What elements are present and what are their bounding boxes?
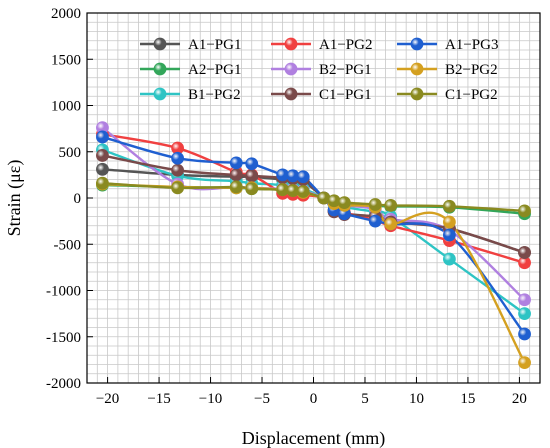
data-point bbox=[384, 217, 398, 231]
legend-swatch-marker bbox=[153, 62, 167, 76]
data-point bbox=[442, 228, 456, 242]
data-point bbox=[96, 130, 109, 144]
legend-item: A1−PG2 bbox=[271, 37, 372, 53]
y-tick-label: 1000 bbox=[51, 99, 81, 115]
data-point bbox=[245, 157, 259, 171]
legend-swatch-marker bbox=[153, 87, 167, 101]
data-point bbox=[518, 356, 531, 370]
data-point bbox=[384, 198, 398, 212]
legend-swatch-marker bbox=[410, 87, 424, 101]
grid bbox=[86, 12, 541, 384]
x-tick-label: −10 bbox=[199, 391, 222, 407]
x-tick-label: 20 bbox=[512, 391, 527, 407]
data-point bbox=[296, 170, 310, 184]
legend-label: A2−PG1 bbox=[188, 62, 241, 78]
data-point bbox=[518, 204, 531, 218]
data-point bbox=[442, 252, 456, 266]
legend-label: A1−PG1 bbox=[188, 37, 241, 53]
legend-swatch-marker bbox=[410, 62, 424, 76]
legend-swatch-marker bbox=[284, 62, 298, 76]
y-axis-title: Strain (με) bbox=[4, 160, 25, 237]
legend-swatch-marker bbox=[410, 37, 424, 51]
x-tick-label: −20 bbox=[96, 391, 119, 407]
legend-item: B2−PG2 bbox=[397, 62, 498, 78]
legend-label: A1−PG2 bbox=[319, 37, 372, 53]
data-point bbox=[171, 181, 185, 195]
data-point bbox=[171, 151, 185, 165]
data-point bbox=[442, 199, 456, 213]
axis-ticks: −20 −15 −10 −5 0 5 10 15 20 -2000 -1500 -1000 -500 0 5… bbox=[46, 6, 527, 407]
data-point bbox=[296, 185, 310, 198]
legend-item: C1−PG2 bbox=[397, 87, 498, 103]
x-axis-title: Displacement (mm) bbox=[242, 428, 385, 448]
data-point bbox=[96, 149, 109, 162]
legend-item: A1−PG3 bbox=[397, 37, 498, 53]
data-point bbox=[245, 169, 259, 183]
data-point bbox=[442, 215, 456, 229]
legend-item: B2−PG1 bbox=[271, 62, 372, 78]
x-tick-label: 10 bbox=[409, 391, 424, 407]
data-point bbox=[171, 163, 185, 177]
data-point bbox=[229, 156, 243, 170]
x-tick-label: −15 bbox=[147, 391, 170, 407]
x-tick-label: −5 bbox=[254, 391, 270, 407]
y-tick-label: -1000 bbox=[46, 284, 81, 300]
legend-item: B1−PG2 bbox=[140, 87, 241, 103]
data-point bbox=[518, 246, 531, 259]
y-tick-label: -2000 bbox=[46, 376, 81, 392]
legend-label: B2−PG1 bbox=[319, 62, 372, 78]
y-tick-label: 1500 bbox=[51, 52, 81, 68]
y-tick-label: -500 bbox=[54, 237, 82, 253]
data-point bbox=[229, 180, 243, 194]
y-tick-label: -1500 bbox=[46, 330, 81, 346]
data-point bbox=[337, 196, 351, 210]
legend-label: C1−PG2 bbox=[445, 87, 498, 103]
y-tick-label: 500 bbox=[59, 145, 82, 161]
data-point bbox=[368, 214, 382, 228]
legend-swatch-marker bbox=[284, 37, 298, 51]
data-point bbox=[368, 198, 382, 211]
data-point bbox=[518, 293, 531, 307]
legend-item: A1−PG1 bbox=[140, 37, 241, 53]
legend-swatch-marker bbox=[153, 37, 167, 51]
x-tick-label: 15 bbox=[460, 391, 475, 407]
legend-item: A2−PG1 bbox=[140, 62, 241, 78]
data-point bbox=[245, 182, 259, 196]
y-tick-label: 0 bbox=[74, 191, 82, 207]
legend-label: B1−PG2 bbox=[188, 87, 241, 103]
legend-item: C1−PG1 bbox=[271, 87, 372, 103]
legend-label: B2−PG2 bbox=[445, 62, 498, 78]
data-point bbox=[518, 307, 531, 321]
legend: A1−PG1 A2−PG1 B1−PG2 A1−PG2 B2−PG1 C1−PG1 A1−P… bbox=[140, 37, 498, 103]
legend-label: C1−PG1 bbox=[319, 87, 372, 103]
legend-swatch-marker bbox=[284, 87, 298, 101]
data-point bbox=[96, 162, 109, 176]
data-point bbox=[229, 168, 243, 182]
legend-label: A1−PG3 bbox=[445, 37, 498, 53]
data-point bbox=[518, 327, 531, 341]
series-markers bbox=[96, 121, 531, 370]
x-tick-label: 0 bbox=[310, 391, 318, 407]
x-tick-label: 5 bbox=[361, 391, 369, 407]
y-tick-label: 2000 bbox=[51, 6, 81, 22]
data-point bbox=[96, 176, 109, 190]
